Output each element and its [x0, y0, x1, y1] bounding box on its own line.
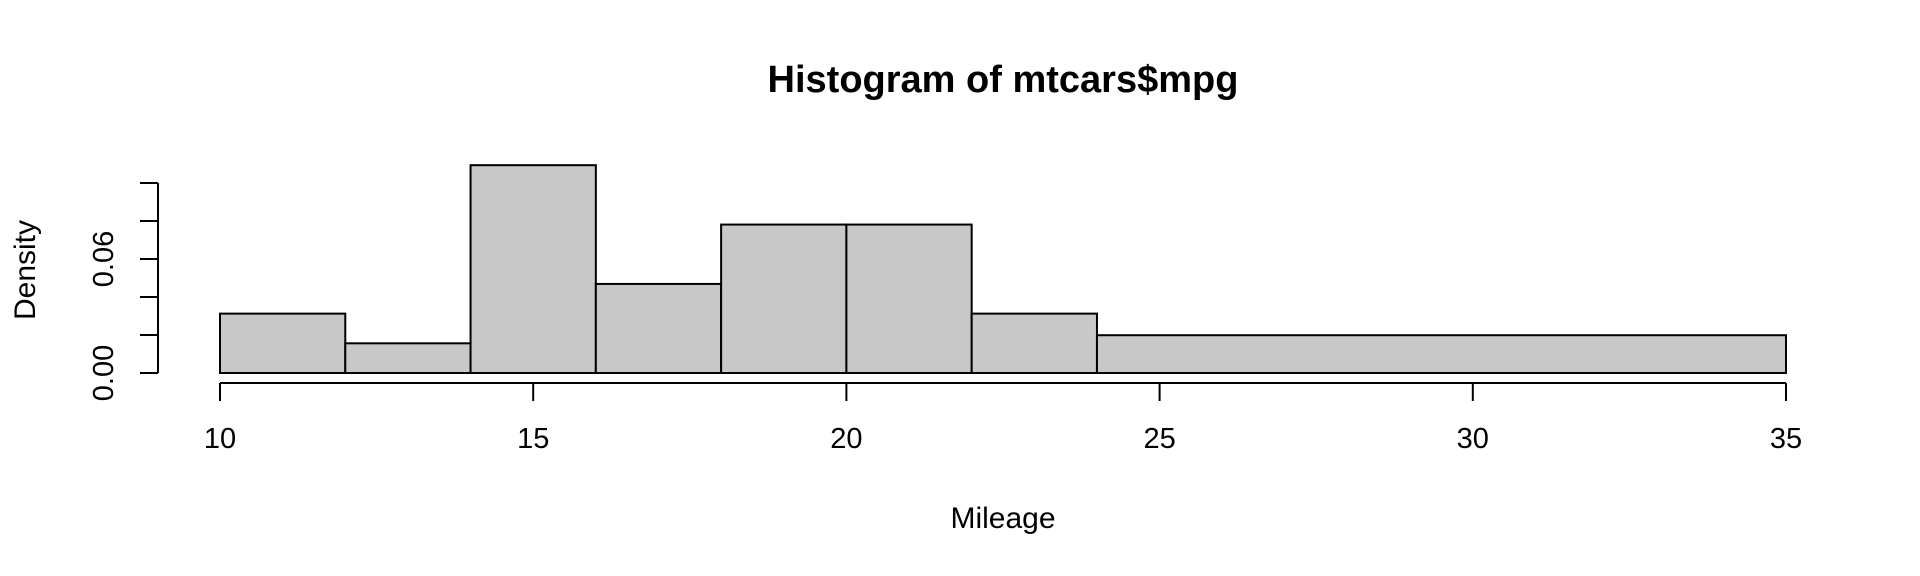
x-axis-label: Mileage: [950, 502, 1055, 535]
y-axis-label: Density: [9, 220, 42, 320]
x-tick-label-25: 25: [1143, 423, 1175, 455]
histogram-bar-6: [845, 223, 973, 374]
x-tick-label-30: 30: [1457, 423, 1489, 455]
x-tick-label-35: 35: [1770, 423, 1802, 455]
y-tick-label-3: 0.06: [88, 231, 120, 287]
bars-group: [219, 164, 1787, 375]
y-axis: 0.00 0.06: [88, 182, 159, 401]
x-tick-label-10: 10: [204, 423, 236, 455]
histogram-bar-3: [469, 164, 597, 374]
x-tick-label-20: 20: [830, 423, 862, 455]
chart-title: Histogram of mtcars$mpg: [768, 59, 1239, 101]
y-tick-label-0: 0.00: [88, 345, 120, 401]
histogram-bar-8: [1095, 334, 1787, 375]
histogram-bar-2: [344, 342, 472, 374]
x-tick-label-15: 15: [517, 423, 549, 455]
x-axis: 10 15 20 25 30 35: [204, 382, 1802, 455]
histogram-bar-7: [970, 312, 1098, 374]
histogram-bar-1: [219, 312, 347, 374]
histogram-bar-4: [594, 282, 723, 374]
histogram-bar-5: [720, 223, 848, 374]
